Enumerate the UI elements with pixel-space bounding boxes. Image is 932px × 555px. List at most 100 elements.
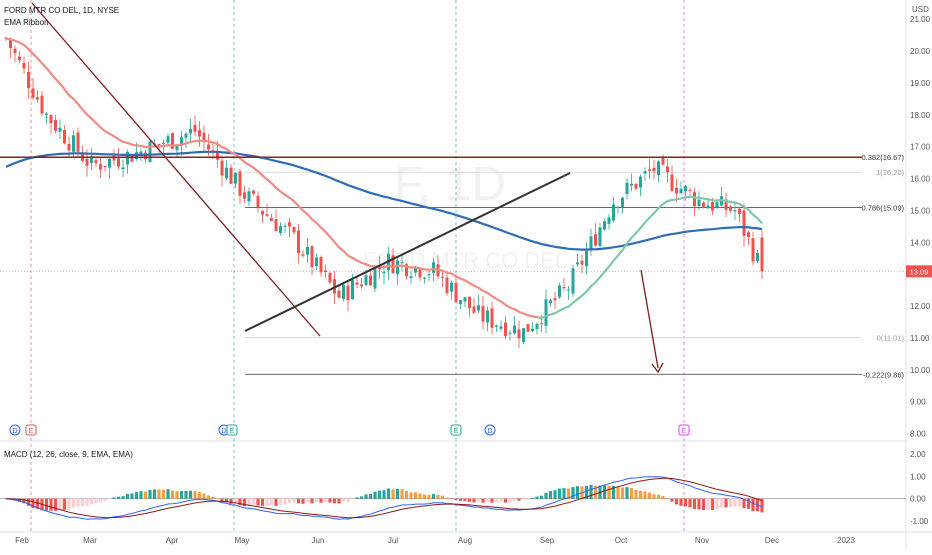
candle-body <box>252 190 255 194</box>
macd-histogram-bar <box>665 498 670 499</box>
indicator-legend[interactable]: EMA Ribbon <box>4 18 48 27</box>
ema-slow-line <box>5 150 763 251</box>
macd-histogram-bar <box>152 489 157 499</box>
downtrend-line <box>31 2 321 337</box>
time-tick-label: Dec <box>765 536 779 545</box>
candle-body <box>643 171 647 174</box>
macd-histogram-bar <box>161 489 166 499</box>
time-tick-label: 2023 <box>837 536 855 545</box>
candle-body <box>589 236 593 250</box>
fib-level-label: -0.222(9.86) <box>863 370 904 379</box>
macd-histogram-bar <box>62 498 67 510</box>
macd-histogram-bar <box>571 487 575 499</box>
currency-text: USD <box>912 5 929 14</box>
macd-histogram <box>4 484 764 513</box>
macd-histogram-bar <box>575 486 580 499</box>
candle-body <box>472 306 476 313</box>
candle-body <box>360 284 363 287</box>
macd-histogram-bar <box>418 493 422 499</box>
event-marker-label: E <box>230 428 235 435</box>
ema-fast-line <box>5 37 542 319</box>
macd-histogram-bar <box>670 498 674 502</box>
macd-histogram-bar <box>94 498 98 504</box>
earnings-marker <box>678 424 690 436</box>
candle-body <box>657 161 660 176</box>
candle-body <box>540 323 543 325</box>
macd-histogram-bar <box>733 498 737 507</box>
macd-histogram-bar <box>629 488 634 499</box>
candle-body <box>139 151 143 156</box>
candle-body <box>63 129 66 144</box>
earnings-marker <box>450 424 462 436</box>
macd-histogram-bar <box>526 498 530 500</box>
candle-body <box>31 88 35 98</box>
macd-histogram-bar <box>481 498 485 503</box>
macd-histogram-bar <box>26 498 31 506</box>
candle-body <box>598 227 602 246</box>
macd-histogram-bar <box>692 498 697 510</box>
candle-body <box>535 323 539 329</box>
candle-body <box>378 266 381 270</box>
macd-histogram-bar <box>238 498 242 506</box>
macd-histogram-bar <box>521 498 526 500</box>
price-tick-label: 11.00 <box>910 334 930 343</box>
macd-histogram-bar <box>296 498 301 504</box>
macd-histogram-bar <box>746 498 751 509</box>
candle-body <box>238 171 242 196</box>
candle-body <box>4 37 8 39</box>
candle-body <box>432 262 435 273</box>
macd-legend[interactable]: MACD (12, 26, close, 9, EMA, EMA) <box>4 450 133 459</box>
time-tick-label: Oct <box>615 536 628 545</box>
macd-histogram-bar <box>130 493 134 499</box>
macd-histogram-bar <box>184 490 188 499</box>
macd-histogram-bar <box>382 490 386 499</box>
candle-body <box>522 328 525 343</box>
macd-histogram-bar <box>593 485 598 499</box>
candle-body <box>108 158 111 168</box>
price-tick-label: 12.00 <box>910 302 931 311</box>
macd-histogram-bar <box>305 498 310 503</box>
macd-histogram-bar <box>247 498 251 506</box>
symbol-legend[interactable]: FORD MTR CO DEL, 1D, NYSE <box>4 6 119 15</box>
candle-body <box>459 300 462 304</box>
macd-histogram-bar <box>103 498 107 502</box>
candle-body <box>517 329 521 339</box>
candle-body <box>729 206 732 211</box>
candle-body <box>256 195 260 208</box>
candle-body <box>477 305 480 311</box>
candle-body <box>733 210 737 212</box>
candle-body <box>45 113 48 115</box>
current-price-tag-text: 13.09 <box>910 267 929 276</box>
price-tick-label: 17.00 <box>910 143 931 152</box>
price-tick-label: 16.00 <box>910 175 931 184</box>
candle-body <box>373 268 377 289</box>
macd-histogram-bar <box>620 487 625 499</box>
candle-body <box>679 188 683 194</box>
candle-body <box>315 257 318 267</box>
macd-histogram-bar <box>643 491 647 499</box>
candle-body <box>157 144 161 146</box>
macd-histogram-bar <box>485 498 490 502</box>
candle-body <box>531 328 534 332</box>
macd-histogram-bar <box>737 498 742 507</box>
macd-histogram-bar <box>112 497 116 499</box>
macd-histogram-bar <box>89 498 94 505</box>
macd-histogram-bar <box>337 498 341 504</box>
macd-histogram-bar <box>395 489 400 499</box>
candle-body <box>414 266 417 273</box>
macd-histogram-bar <box>710 498 715 511</box>
macd-histogram-bar <box>328 498 332 503</box>
macd-histogram-bar <box>391 489 395 499</box>
candle-body <box>490 308 494 328</box>
macd-histogram-bar <box>170 490 175 499</box>
candle-body <box>333 279 336 294</box>
candle-body <box>166 136 170 143</box>
candle-body <box>243 192 246 199</box>
candle-body <box>625 182 629 195</box>
candle-body <box>396 260 399 275</box>
macd-histogram-bar <box>589 484 593 499</box>
macd-histogram-bar <box>602 485 607 499</box>
macd-histogram-bar <box>202 493 206 499</box>
